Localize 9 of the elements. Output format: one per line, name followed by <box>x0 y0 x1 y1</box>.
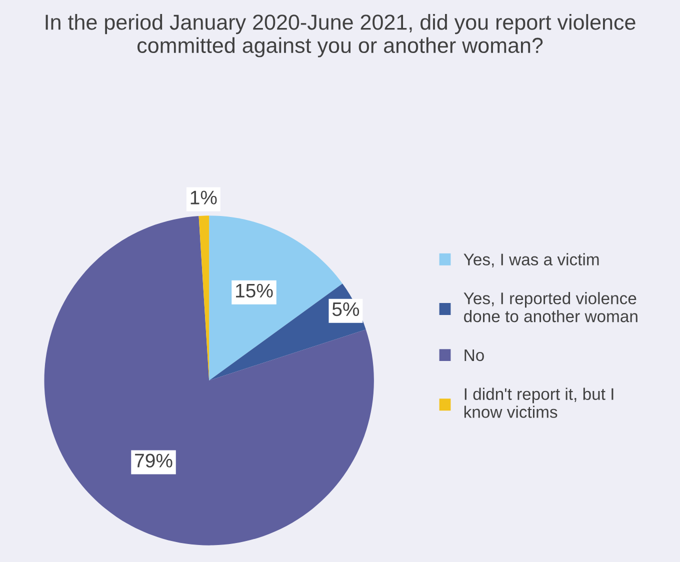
legend-label: Yes, I reported violence done to another woman <box>464 292 638 322</box>
data-label: 1% <box>190 190 217 204</box>
legend-label: No <box>464 349 484 362</box>
legend-label: I didn't report it, but I know victims <box>464 388 614 418</box>
data-label: 79% <box>135 454 172 468</box>
data-label: 5% <box>332 302 360 316</box>
data-label: 15% <box>236 284 273 298</box>
legend-label: Yes, I was a victim <box>464 253 599 268</box>
chart-title: In the period January 2020-June 2021, did you report violence committed against you or another woman? <box>46 14 636 58</box>
